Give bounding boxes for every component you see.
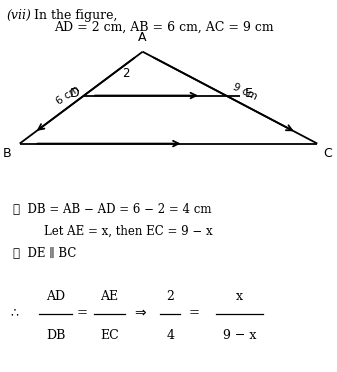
Text: 9 − x: 9 − x — [222, 329, 256, 342]
Text: (vii): (vii) — [7, 9, 32, 22]
Text: 6 cm: 6 cm — [54, 84, 81, 107]
Text: AE: AE — [100, 290, 119, 303]
Text: ∴: ∴ — [10, 306, 18, 319]
Text: D: D — [70, 87, 79, 100]
Text: x: x — [236, 290, 243, 303]
Text: B: B — [3, 147, 11, 160]
Text: =: = — [77, 306, 88, 319]
Text: DB: DB — [46, 329, 65, 342]
Text: ⇒: ⇒ — [134, 305, 146, 320]
Text: 4: 4 — [166, 329, 174, 342]
Text: E: E — [245, 87, 253, 100]
Text: C: C — [324, 147, 332, 160]
Text: AD = 2 cm, AB = 6 cm, AC = 9 cm: AD = 2 cm, AB = 6 cm, AC = 9 cm — [54, 20, 274, 33]
Text: ∴  DB = AB − AD = 6 − 2 = 4 cm: ∴ DB = AB − AD = 6 − 2 = 4 cm — [13, 203, 212, 216]
Text: ∴  DE ∥ BC: ∴ DE ∥ BC — [13, 247, 77, 260]
Text: =: = — [188, 306, 199, 319]
Text: 2: 2 — [122, 67, 129, 80]
Text: AD: AD — [46, 290, 65, 303]
Text: Let AE = x, then EC = 9 − x: Let AE = x, then EC = 9 − x — [44, 225, 212, 238]
Text: 9 cm: 9 cm — [232, 82, 259, 102]
Text: 2: 2 — [166, 290, 174, 303]
Text: EC: EC — [100, 329, 119, 342]
Text: In the figure,: In the figure, — [34, 9, 117, 22]
Text: A: A — [139, 31, 147, 44]
